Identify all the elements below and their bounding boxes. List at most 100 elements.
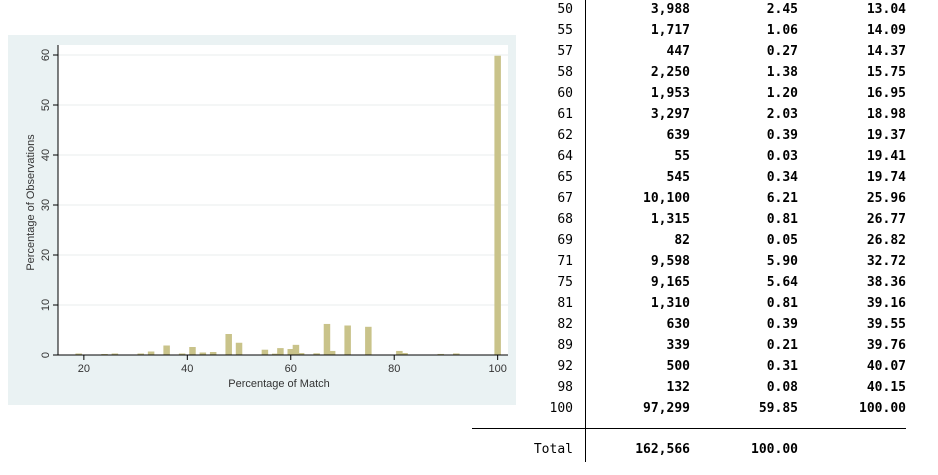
y-tick-label: 0	[40, 352, 52, 358]
row-percent: 0.08	[766, 380, 798, 395]
x-tick-label: 100	[488, 363, 506, 375]
row-freq: 55	[674, 149, 690, 164]
row-cum: 19.74	[866, 170, 906, 185]
row-freq: 2,250	[650, 65, 690, 80]
row-cum: 38.36	[866, 275, 906, 290]
row-percent: 0.81	[766, 212, 798, 227]
row-percent: 0.39	[766, 128, 798, 143]
x-tick-label: 80	[388, 363, 400, 375]
plot-area	[58, 45, 508, 355]
row-cum: 40.15	[866, 380, 906, 395]
row-cum: 18.98	[866, 107, 906, 122]
row-value: 75	[557, 275, 573, 290]
total-freq: 162,566	[635, 442, 690, 457]
bar	[189, 347, 196, 355]
row-value: 60	[557, 86, 573, 101]
x-axis-label: Percentage of Match	[228, 378, 330, 390]
row-cum: 40.07	[866, 359, 906, 374]
row-value: 57	[557, 44, 573, 59]
total-percent: 100.00	[751, 442, 798, 457]
row-value: 71	[557, 254, 573, 269]
y-tick-label: 10	[40, 299, 52, 311]
row-cum: 39.55	[866, 317, 906, 332]
row-freq: 1,717	[650, 23, 690, 38]
row-percent: 5.64	[766, 275, 798, 290]
row-freq: 630	[666, 317, 690, 332]
bar	[111, 353, 119, 355]
row-value: 58	[557, 65, 573, 80]
row-value: 61	[557, 107, 573, 122]
x-tick-label: 40	[181, 363, 193, 375]
row-cum: 19.41	[866, 149, 906, 164]
chart-panel: 0 10 20 30 40 50 60 20 40 60 80 100 Percentage of Ma…	[8, 35, 516, 405]
bar	[163, 345, 170, 355]
histogram-chart: 0 10 20 30 40 50 60 20 40 60 80 100 Percentage of Ma…	[25, 45, 508, 390]
bar	[199, 352, 207, 355]
row-percent: 0.05	[766, 233, 798, 248]
row-value: 62	[557, 128, 573, 143]
row-freq: 639	[666, 128, 690, 143]
row-cum: 39.76	[866, 338, 906, 353]
row-cum: 15.75	[866, 65, 906, 80]
row-value: 68	[557, 212, 573, 227]
row-value: 92	[557, 359, 573, 374]
table-total-divider	[472, 428, 906, 429]
row-freq: 97,299	[643, 401, 690, 416]
row-percent: 59.85	[758, 401, 798, 416]
row-cum: 32.72	[866, 254, 906, 269]
row-cum: 14.09	[866, 23, 906, 38]
row-percent: 0.34	[766, 170, 798, 185]
row-value: 98	[557, 380, 573, 395]
bar	[147, 351, 155, 355]
row-percent: 5.90	[766, 254, 798, 269]
bar	[235, 342, 243, 355]
row-freq: 10,100	[643, 191, 690, 206]
row-percent: 1.06	[766, 23, 798, 38]
bar	[261, 349, 269, 355]
y-axis-label: Percentage of Observations	[25, 134, 37, 271]
row-freq: 500	[666, 359, 690, 374]
row-freq: 3,988	[650, 2, 690, 17]
row-value: 81	[557, 296, 573, 311]
row-value: 55	[557, 23, 573, 38]
bar	[437, 353, 445, 355]
bar	[178, 353, 186, 355]
row-percent: 1.38	[766, 65, 798, 80]
row-cum: 16.95	[866, 86, 906, 101]
row-freq: 447	[666, 44, 690, 59]
x-tick-label: 20	[78, 363, 90, 375]
bar	[494, 55, 501, 355]
row-value: 67	[557, 191, 573, 206]
row-percent: 0.21	[766, 338, 798, 353]
row-freq: 9,165	[650, 275, 690, 290]
bar	[323, 323, 331, 355]
y-tick-label: 60	[40, 49, 52, 61]
bar	[287, 349, 295, 355]
row-percent: 0.39	[766, 317, 798, 332]
row-cum: 13.04	[866, 2, 906, 17]
row-freq: 9,598	[650, 254, 690, 269]
row-cum: 19.37	[866, 128, 906, 143]
row-cum: 26.77	[866, 212, 906, 227]
row-percent: 0.27	[766, 44, 798, 59]
bar	[209, 352, 217, 355]
y-tick-label: 20	[40, 249, 52, 261]
bar	[396, 350, 403, 355]
y-tick-label: 30	[40, 199, 52, 211]
row-cum: 26.82	[866, 233, 906, 248]
bar	[365, 326, 372, 355]
row-freq: 82	[674, 233, 690, 248]
row-value: 82	[557, 317, 573, 332]
bar	[453, 353, 460, 355]
bar	[137, 353, 145, 355]
x-tick-label: 60	[285, 363, 297, 375]
bar	[292, 344, 300, 355]
bar	[313, 353, 320, 355]
table-vertical-divider	[585, 0, 586, 462]
row-freq: 1,315	[650, 212, 690, 227]
row-percent: 2.03	[766, 107, 798, 122]
bar	[271, 353, 279, 355]
row-freq: 339	[666, 338, 690, 353]
row-percent: 1.20	[766, 86, 798, 101]
